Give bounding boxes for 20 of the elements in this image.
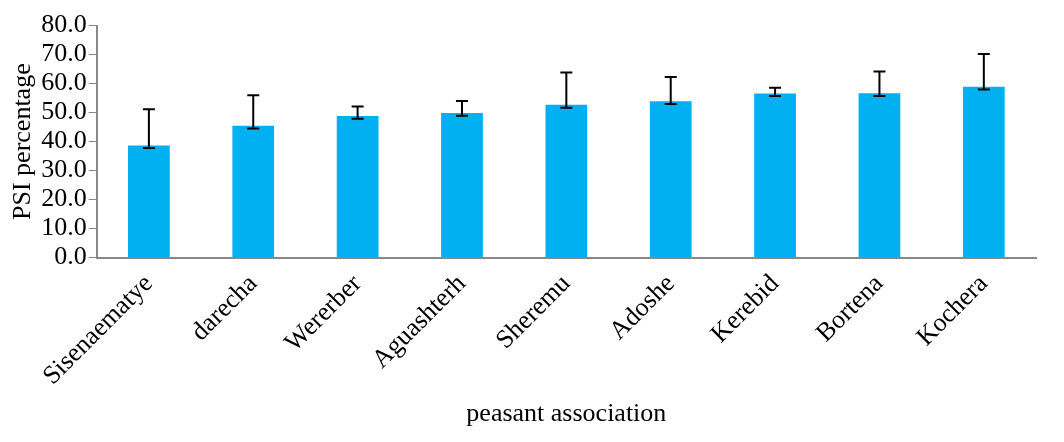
- y-tick-label: 40.0: [41, 125, 87, 155]
- bar: [128, 145, 170, 258]
- bar: [545, 104, 588, 258]
- y-tick-label: 20.0: [41, 183, 87, 213]
- bar: [441, 112, 483, 258]
- bar: [649, 101, 692, 258]
- bar: [754, 93, 796, 258]
- y-tick-label: 80.0: [41, 9, 87, 39]
- y-tick-label: 0.0: [54, 241, 87, 271]
- y-tick-label: 50.0: [41, 96, 87, 126]
- bar: [858, 93, 901, 258]
- y-tick-label: 60.0: [41, 67, 87, 97]
- y-axis-title: PSI percentage: [7, 63, 37, 220]
- x-axis-title: peasant association: [466, 398, 667, 428]
- y-tick-label: 10.0: [41, 212, 87, 242]
- bar: [232, 125, 275, 258]
- y-tick-label: 30.0: [41, 154, 87, 184]
- bar: [336, 116, 379, 258]
- bar: [962, 86, 1005, 258]
- y-tick-label: 70.0: [41, 38, 87, 68]
